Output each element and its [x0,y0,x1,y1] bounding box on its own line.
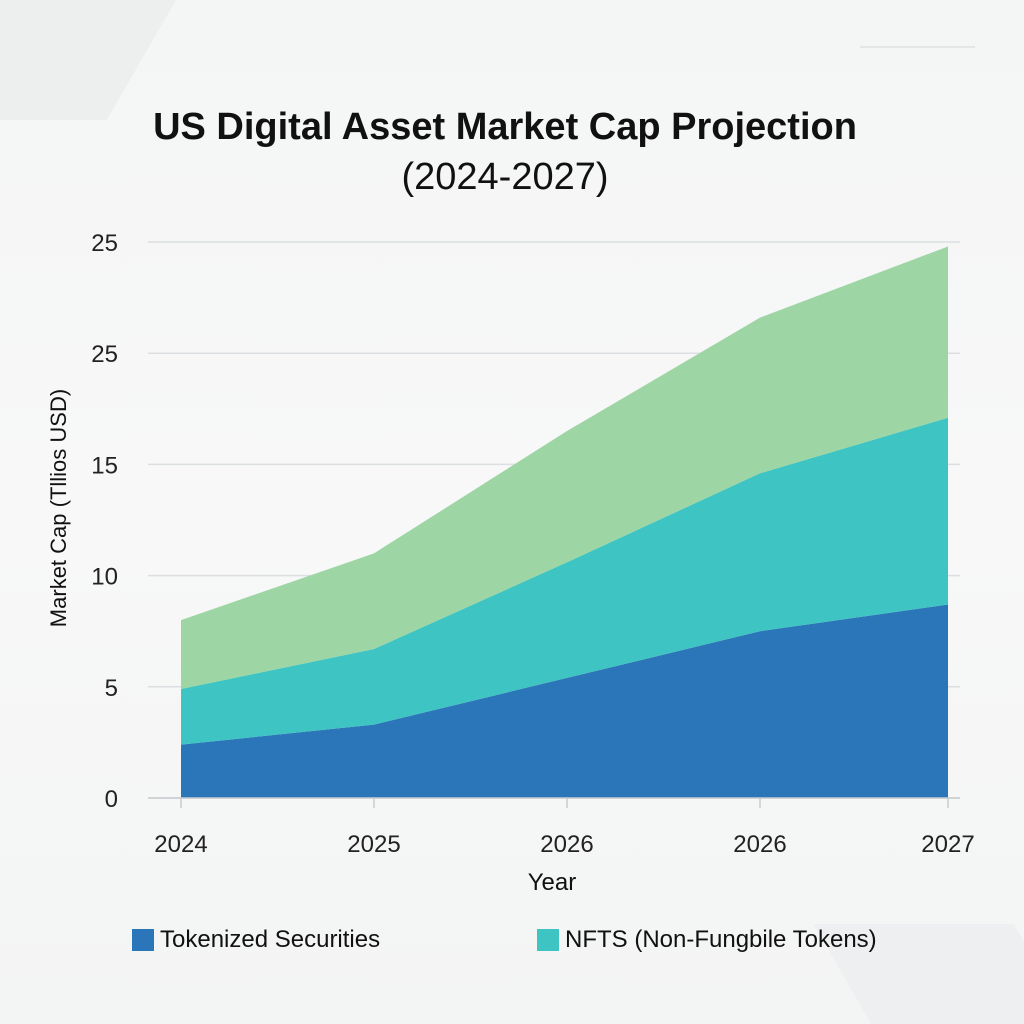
y-axis-label: Market Cap (Tllios USD) [46,389,71,627]
chart-subtitle: (2024-2027) [401,156,609,198]
legend-label: NFTS (Non-Fungbile Tokens) [565,926,877,953]
areas [181,246,948,798]
x-tick-label: 2026 [540,831,593,858]
y-tick-label: 25 [91,230,118,257]
chart-title-block: US Digital Asset Market Cap Projection (… [0,102,1010,202]
axes: 0 5 10 15 25 25 2024 2025 2026 2026 2027 [91,230,974,858]
area-series-1 [181,417,948,745]
y-tick-label: 5 [105,675,118,702]
x-tick-label: 2025 [347,831,400,858]
y-tick-label: 15 [91,452,118,479]
legend: Tokenized Securities NFTS (Non-Fungbile … [0,920,1024,960]
chart-title: US Digital Asset Market Cap Projection [153,106,857,148]
area-series-2 [181,246,948,690]
x-tick-label: 2026 [733,831,786,858]
legend-swatch [132,929,154,951]
legend-item-nfts: NFTS (Non-Fungbile Tokens) [537,920,877,960]
y-tick-label: 0 [105,786,118,813]
x-axis-label: Year [528,869,577,896]
legend-item-tokenized-securities: Tokenized Securities [132,920,380,960]
area-series-0 [181,604,948,798]
legend-label: Tokenized Securities [160,926,381,953]
legend-swatch [537,929,559,951]
y-tick-label: 25 [91,341,118,368]
background-decoration [860,46,975,48]
x-tick-label: 2027 [921,831,974,858]
x-tick-label: 2024 [154,831,207,858]
y-tick-label: 10 [91,564,118,591]
